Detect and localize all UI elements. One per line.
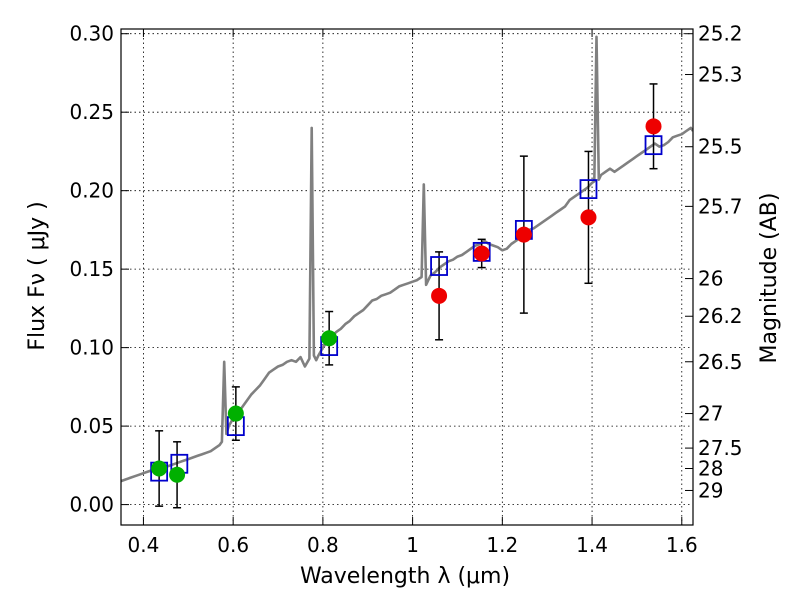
y-tick-label: 0.15 xyxy=(69,257,114,281)
y2-tick-label: 25.2 xyxy=(698,22,743,46)
y2-axis-label: Magnitude (AB) xyxy=(757,193,782,364)
nir-point xyxy=(580,209,597,226)
y-tick-label: 0.30 xyxy=(69,22,114,46)
y2-tick-label: 27.5 xyxy=(698,436,743,460)
plot-area xyxy=(121,35,693,509)
x-tick-label: 1.4 xyxy=(576,533,608,557)
x-tick-label: 1 xyxy=(406,533,419,557)
y-tick-label: 0.20 xyxy=(69,179,114,203)
y2-tick-label: 27 xyxy=(698,402,723,426)
nir-point xyxy=(515,226,532,243)
spectrum-line xyxy=(121,35,693,483)
nir-point xyxy=(473,245,490,262)
y-tick-label: 0.10 xyxy=(69,336,114,360)
y2-tick-label: 25.5 xyxy=(698,135,743,159)
y2-tick-label: 26 xyxy=(698,267,723,291)
optical-point xyxy=(227,405,244,422)
optical-point xyxy=(169,466,186,483)
model-square xyxy=(644,135,663,156)
y2-tick-label: 26.5 xyxy=(698,350,743,374)
x-tick-label: 1.2 xyxy=(486,533,518,557)
optical-point xyxy=(321,330,338,347)
y2-tick-label: 28 xyxy=(698,456,723,480)
y-tick-label: 0.00 xyxy=(69,493,114,517)
x-tick-label: 0.4 xyxy=(128,533,160,557)
ticks: 0.4 0.6 0.8 1 1.2 1.4 1.6 0.00 0.05 0.10 0.15 0.20 0… xyxy=(69,22,742,557)
y-tick-label: 0.25 xyxy=(69,100,114,124)
y-axis-label: Flux Fν ( μJy ) xyxy=(25,201,50,350)
y2-tick-label: 25.3 xyxy=(698,63,743,87)
y2-tick-label: 25.7 xyxy=(698,194,743,218)
y-tick-label: 0.05 xyxy=(69,414,114,438)
y2-tick-label: 26.2 xyxy=(698,304,743,328)
x-tick-label: 1.6 xyxy=(666,533,698,557)
nir-point xyxy=(645,118,662,135)
x-tick-label: 0.8 xyxy=(307,533,339,557)
nir-point xyxy=(431,287,448,304)
model-square xyxy=(579,179,598,200)
model-square xyxy=(430,256,448,276)
plot-frame xyxy=(120,28,694,526)
grid xyxy=(121,29,693,525)
x-axis-label: Wavelength λ (μm) xyxy=(300,564,510,589)
optical-point xyxy=(151,460,168,477)
x-tick-label: 0.6 xyxy=(217,533,249,557)
y2-tick-label: 29 xyxy=(698,478,723,502)
